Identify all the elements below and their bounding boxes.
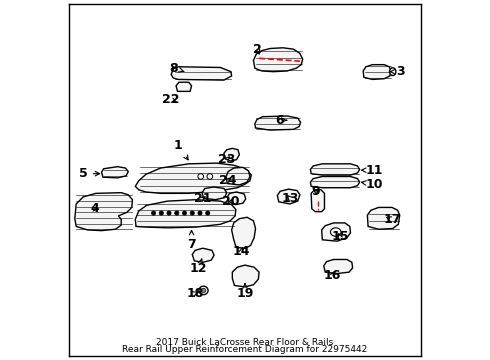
Polygon shape	[324, 260, 353, 274]
Polygon shape	[310, 164, 360, 175]
Text: 9: 9	[312, 185, 320, 198]
Circle shape	[206, 211, 210, 215]
Polygon shape	[232, 217, 256, 248]
Circle shape	[159, 211, 163, 215]
Polygon shape	[75, 193, 132, 231]
Text: 20: 20	[222, 195, 240, 208]
Polygon shape	[171, 67, 232, 80]
Circle shape	[198, 211, 202, 215]
Text: 5: 5	[79, 167, 99, 180]
Polygon shape	[226, 167, 250, 185]
Ellipse shape	[199, 286, 208, 294]
Text: 15: 15	[331, 230, 349, 243]
Circle shape	[182, 211, 187, 215]
Polygon shape	[277, 189, 300, 204]
Text: 23: 23	[218, 153, 235, 166]
Text: 21: 21	[194, 192, 212, 205]
Polygon shape	[363, 65, 392, 80]
Polygon shape	[368, 207, 400, 229]
Text: 16: 16	[323, 269, 341, 282]
Ellipse shape	[390, 68, 396, 76]
Polygon shape	[224, 148, 240, 161]
Text: 22: 22	[162, 93, 180, 106]
Circle shape	[167, 211, 171, 215]
Polygon shape	[253, 48, 303, 72]
Text: 18: 18	[186, 287, 204, 300]
Polygon shape	[101, 167, 128, 178]
Text: 4: 4	[90, 202, 99, 215]
Text: 10: 10	[362, 178, 383, 191]
Text: 6: 6	[275, 114, 287, 127]
Polygon shape	[202, 187, 227, 200]
Text: 24: 24	[219, 174, 236, 187]
Polygon shape	[310, 176, 360, 188]
Polygon shape	[232, 265, 259, 287]
Circle shape	[174, 211, 179, 215]
Text: 17: 17	[383, 213, 401, 226]
Text: 13: 13	[281, 192, 299, 205]
Polygon shape	[192, 248, 214, 262]
Polygon shape	[135, 163, 251, 193]
Ellipse shape	[330, 228, 341, 236]
Text: 12: 12	[190, 259, 207, 275]
Polygon shape	[227, 192, 245, 204]
Circle shape	[151, 211, 156, 215]
Text: 1: 1	[174, 139, 188, 160]
Text: 2017 Buick LaCrosse Rear Floor & Rails: 2017 Buick LaCrosse Rear Floor & Rails	[156, 338, 334, 347]
Circle shape	[190, 211, 195, 215]
Text: 14: 14	[233, 244, 250, 257]
Circle shape	[207, 174, 213, 179]
Polygon shape	[135, 200, 236, 228]
Text: 8: 8	[170, 62, 184, 75]
Ellipse shape	[201, 288, 206, 293]
Polygon shape	[255, 116, 300, 130]
Text: 11: 11	[362, 164, 383, 177]
Text: 3: 3	[390, 65, 405, 78]
Circle shape	[198, 174, 203, 179]
Polygon shape	[321, 223, 350, 241]
Text: Rear Rail Upper Reinforcement Diagram for 22975442: Rear Rail Upper Reinforcement Diagram fo…	[122, 345, 368, 354]
Polygon shape	[311, 190, 324, 212]
Text: 2: 2	[253, 43, 262, 56]
Polygon shape	[176, 82, 192, 91]
Text: 19: 19	[236, 284, 254, 300]
Text: 7: 7	[187, 230, 196, 251]
